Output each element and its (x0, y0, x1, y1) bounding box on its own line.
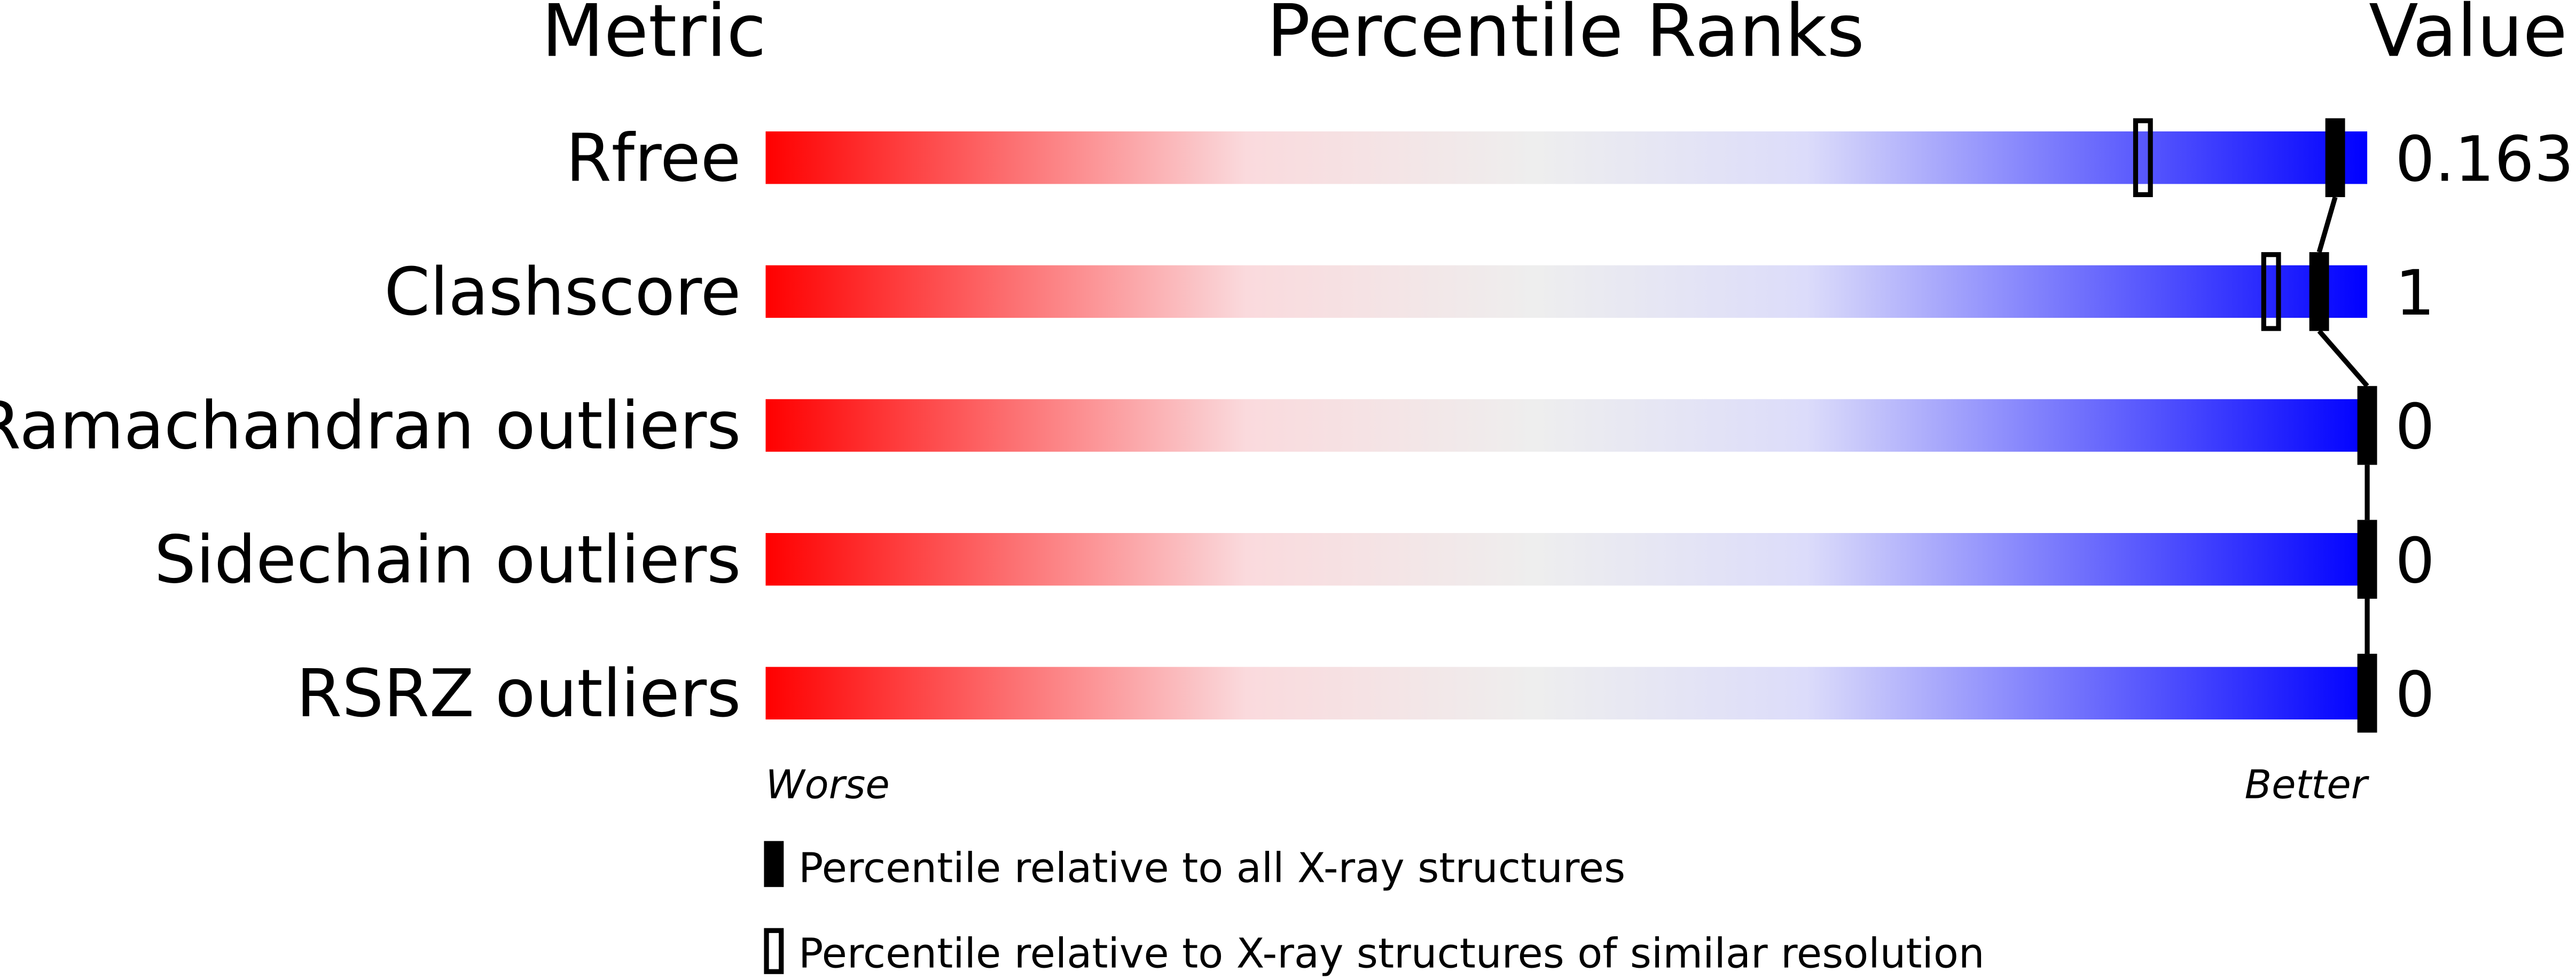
percentile-bar (765, 265, 2368, 318)
axis-label-worse: Worse (765, 762, 889, 808)
header-metric: Metric (542, 0, 766, 73)
percentile-bar (765, 533, 2368, 586)
axis-label-better: Better (2244, 762, 2369, 808)
metric-value: 0 (2395, 524, 2434, 597)
marker-all-structures (2325, 118, 2345, 198)
legend-open-marker (764, 928, 784, 974)
marker-all-structures (2357, 520, 2377, 599)
percentile-bar (765, 667, 2368, 720)
marker-all-structures (2309, 252, 2329, 331)
connector-line (2316, 196, 2338, 253)
percentile-bar (765, 399, 2368, 452)
percentile-bar (765, 131, 2368, 184)
header-percentile-ranks: Percentile Ranks (1267, 0, 1865, 73)
metric-label: Rfree (566, 120, 741, 197)
metric-value: 1 (2395, 257, 2434, 330)
metric-label: Ramachandran outliers (0, 388, 741, 465)
metric-value: 0 (2395, 659, 2434, 731)
metric-label: Sidechain outliers (154, 522, 741, 598)
metric-label: RSRZ outliers (296, 656, 741, 732)
legend-label-all: Percentile relative to all X-ray structu… (798, 845, 1625, 892)
header-value: Value (2369, 0, 2567, 73)
marker-similar-resolution (2261, 252, 2281, 331)
legend-filled-marker (764, 841, 784, 887)
marker-all-structures (2357, 386, 2377, 465)
metric-value: 0 (2395, 391, 2434, 464)
marker-similar-resolution (2133, 118, 2153, 198)
metric-value: 0.163 (2395, 123, 2574, 195)
connector-line (2317, 329, 2369, 388)
legend-label-similar: Percentile relative to X-ray structures … (798, 930, 1985, 977)
metric-label: Clashscore (384, 254, 741, 331)
marker-all-structures (2357, 654, 2377, 733)
